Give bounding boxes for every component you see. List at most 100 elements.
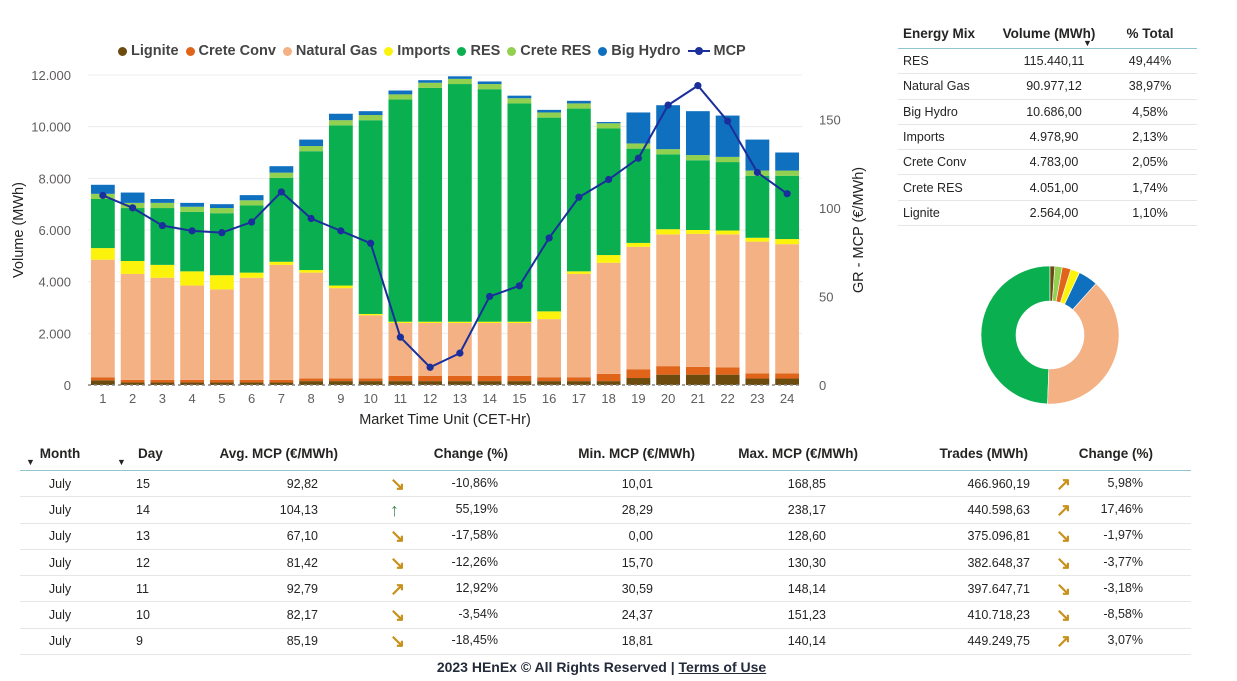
bar-segment-crete-conv[interactable] xyxy=(418,375,443,382)
bar-segment-crete-conv[interactable] xyxy=(566,377,591,382)
bar-segment-lignite[interactable] xyxy=(299,381,324,385)
donut-slice-natural-gas[interactable] xyxy=(1047,283,1120,405)
bar-segment-big-hydro[interactable] xyxy=(388,90,413,95)
bar-segment-imports[interactable] xyxy=(447,321,472,323)
mcp-point[interactable] xyxy=(367,239,375,247)
bar-segment-res[interactable] xyxy=(656,154,681,230)
bar-segment-big-hydro[interactable] xyxy=(507,95,532,99)
bar-segment-res[interactable] xyxy=(537,117,562,312)
bar-segment-lignite[interactable] xyxy=(180,382,205,385)
market-header-day[interactable]: Day ▼ xyxy=(100,436,190,471)
bar-segment-imports[interactable] xyxy=(299,270,324,273)
bar-segment-crete-conv[interactable] xyxy=(447,375,472,382)
bar-segment-crete-res[interactable] xyxy=(715,156,740,163)
bar-segment-crete-conv[interactable] xyxy=(537,377,562,382)
bar-segment-big-hydro[interactable] xyxy=(775,152,800,171)
bar-segment-lignite[interactable] xyxy=(90,380,115,385)
bar-segment-crete-res[interactable] xyxy=(269,172,294,178)
mcp-point[interactable] xyxy=(783,190,791,198)
bar-segment-big-hydro[interactable] xyxy=(537,109,562,113)
mcp-point[interactable] xyxy=(396,333,404,341)
bar-segment-crete-res[interactable] xyxy=(596,123,621,129)
bar-segment-natural-gas[interactable] xyxy=(150,277,175,380)
bar-segment-crete-res[interactable] xyxy=(685,155,710,161)
bar-segment-crete-res[interactable] xyxy=(150,202,175,209)
terms-of-use-link[interactable]: Terms of Use xyxy=(678,659,767,675)
bar-segment-crete-conv[interactable] xyxy=(626,369,651,379)
market-row[interactable]: July 12 81,42 ↘ -12,26% 15,70 130,30 382.648,37… xyxy=(20,549,1191,577)
bar-segment-crete-conv[interactable] xyxy=(596,373,621,382)
bar-segment-big-hydro[interactable] xyxy=(447,76,472,79)
bar-segment-lignite[interactable] xyxy=(447,381,472,385)
bar-segment-natural-gas[interactable] xyxy=(656,234,681,367)
bar-segment-res[interactable] xyxy=(358,120,383,314)
bar-segment-imports[interactable] xyxy=(358,313,383,316)
donut-slice-big-hydro[interactable] xyxy=(1064,272,1097,311)
bar-segment-imports[interactable] xyxy=(715,230,740,235)
bar-segment-natural-gas[interactable] xyxy=(239,277,264,380)
bar-segment-lignite[interactable] xyxy=(418,381,443,385)
bar-segment-res[interactable] xyxy=(239,205,264,273)
bar-segment-imports[interactable] xyxy=(596,255,621,263)
bar-segment-imports[interactable] xyxy=(626,242,651,247)
market-header-max[interactable]: Max. MCP (€/MWh) xyxy=(735,436,900,471)
bar-segment-big-hydro[interactable] xyxy=(269,166,294,173)
bar-segment-imports[interactable] xyxy=(150,264,175,278)
bar-segment-big-hydro[interactable] xyxy=(328,113,353,121)
bar-segment-big-hydro[interactable] xyxy=(120,192,145,203)
market-header-trades-change[interactable]: Change (%) xyxy=(1050,436,1191,471)
bar-segment-big-hydro[interactable] xyxy=(209,204,234,209)
bar-segment-imports[interactable] xyxy=(209,275,234,290)
bar-segment-lignite[interactable] xyxy=(537,381,562,385)
bar-segment-crete-conv[interactable] xyxy=(775,373,800,379)
legend-item-res[interactable]: RES xyxy=(457,43,500,59)
mcp-point[interactable] xyxy=(694,82,702,90)
legend-item-big-hydro[interactable]: Big Hydro xyxy=(598,43,681,59)
market-row[interactable]: July 11 92,79 ↗ 12,92% 30,59 148,14 397.647,71 ↘… xyxy=(20,575,1191,603)
bar-segment-big-hydro[interactable] xyxy=(180,202,205,207)
energy-mix-row[interactable]: Crete Conv 4.783,00 2,05% xyxy=(898,149,1197,176)
energy-mix-row[interactable]: RES 115.440,11 49,44% xyxy=(898,48,1197,75)
bar-segment-crete-conv[interactable] xyxy=(120,379,145,383)
mcp-point[interactable] xyxy=(753,168,761,177)
bar-segment-res[interactable] xyxy=(775,175,800,240)
bar-segment-big-hydro[interactable] xyxy=(299,139,324,147)
market-header-trades[interactable]: Trades (MWh) xyxy=(900,436,1050,471)
bar-segment-natural-gas[interactable] xyxy=(328,288,353,379)
bar-segment-imports[interactable] xyxy=(775,239,800,245)
mcp-point[interactable] xyxy=(158,221,166,230)
bar-segment-lignite[interactable] xyxy=(120,382,145,385)
legend-item-crete-conv[interactable]: Crete Conv xyxy=(185,43,276,59)
mcp-point[interactable] xyxy=(188,227,196,235)
bar-segment-natural-gas[interactable] xyxy=(685,233,710,367)
bar-segment-res[interactable] xyxy=(685,160,710,230)
chart-legend[interactable]: Lignite Crete Conv Natural Gas Imports RES Cr… xyxy=(118,40,753,62)
bar-segment-natural-gas[interactable] xyxy=(447,323,472,376)
bar-segment-natural-gas[interactable] xyxy=(120,273,145,380)
bar-segment-natural-gas[interactable] xyxy=(775,244,800,374)
bar-segment-natural-gas[interactable] xyxy=(745,241,770,374)
mcp-point[interactable] xyxy=(724,117,732,125)
bar-segment-natural-gas[interactable] xyxy=(388,323,413,376)
bar-segment-crete-res[interactable] xyxy=(358,115,383,121)
bar-segment-natural-gas[interactable] xyxy=(299,272,324,379)
bar-segment-lignite[interactable] xyxy=(775,378,800,385)
bar-segment-crete-conv[interactable] xyxy=(269,379,294,383)
mcp-line-series[interactable] xyxy=(99,82,791,371)
bar-segment-natural-gas[interactable] xyxy=(537,319,562,378)
bar-segment-big-hydro[interactable] xyxy=(239,195,264,201)
bar-segment-lignite[interactable] xyxy=(507,381,532,385)
caret-down-icon[interactable]: ▼ xyxy=(117,457,126,467)
bar-segment-lignite[interactable] xyxy=(685,374,710,385)
bar-segment-big-hydro[interactable] xyxy=(596,122,621,124)
bar-segment-imports[interactable] xyxy=(328,285,353,289)
bar-segment-crete-res[interactable] xyxy=(328,120,353,126)
bar-segment-crete-conv[interactable] xyxy=(715,367,740,375)
bar-segment-lignite[interactable] xyxy=(209,382,234,385)
bar-segment-res[interactable] xyxy=(507,103,532,322)
donut-slice-crete-conv[interactable] xyxy=(1055,266,1072,303)
bar-segment-lignite[interactable] xyxy=(566,381,591,385)
bar-segment-crete-conv[interactable] xyxy=(507,375,532,382)
bar-segment-lignite[interactable] xyxy=(239,382,264,385)
caret-down-icon[interactable]: ▼ xyxy=(26,457,35,467)
